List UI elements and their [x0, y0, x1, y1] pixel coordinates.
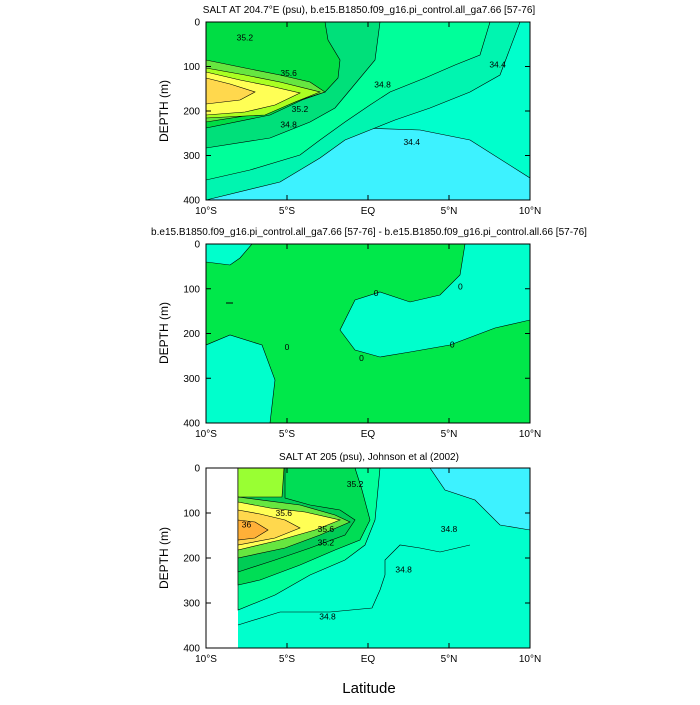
- panel2-contour-label: 0: [450, 340, 455, 350]
- panel3-contour-label: 35.2: [347, 479, 364, 489]
- panel3-contour-label: 35.6: [318, 524, 335, 534]
- panel2-ytick-label: 200: [183, 329, 200, 340]
- panel2-ylabel: DEPTH (m): [157, 302, 171, 364]
- panel2-xtick-label: 10°N: [519, 429, 541, 440]
- panel3-contour-label: 34.8: [395, 564, 412, 574]
- panel2-contour-label: 0: [285, 342, 290, 352]
- panel3-xtick-label: 10°N: [519, 654, 541, 665]
- panel2-xtick-label: 5°N: [441, 429, 458, 440]
- panel1-contour-label: 34.4: [403, 137, 420, 147]
- panel1-title: SALT AT 204.7°E (psu), b.e15.B1850.f09_g…: [203, 5, 536, 16]
- axes-and-labels: 10°S 5°S EQ 5°N 10°N 0 100 200 300 400 35.2 35.6 35.…: [183, 18, 541, 666]
- panel3-contour-label: 34.8: [319, 612, 336, 622]
- panel1-xtick-label: 10°S: [195, 206, 217, 217]
- panel3-contour-fill: [237, 468, 530, 648]
- panel3-xtick-label: 5°S: [279, 654, 296, 665]
- panel1-ylabel: DEPTH (m): [157, 80, 171, 142]
- panel2-ytick-label: 0: [194, 240, 200, 251]
- panel1-xtick-label: EQ: [361, 206, 376, 217]
- panel3-xtick-label: 10°S: [195, 654, 217, 665]
- panel2-contour-fill: [206, 244, 530, 423]
- panel1-xtick-label: 5°N: [441, 206, 458, 217]
- panel2-ytick-label: 300: [183, 374, 200, 385]
- panel3-contour-label: 34.8: [441, 524, 458, 534]
- x-axis-label: Latitude: [342, 680, 395, 697]
- panel1-xtick-label: 5°S: [279, 206, 296, 217]
- panel3-contour-label: 35.6: [275, 508, 292, 518]
- panel3-ytick-label: 200: [183, 554, 200, 565]
- panel3-title: SALT AT 205 (psu), Johnson et al (2002): [279, 452, 459, 463]
- panel2-xtick-label: 5°S: [279, 429, 296, 440]
- panel3-ytick-label: 300: [183, 599, 200, 610]
- panel2-ytick-label: 400: [183, 419, 200, 430]
- panel1-contour-label: 35.2: [292, 104, 309, 114]
- panel1-contour-label: 34.4: [489, 59, 506, 69]
- panel3-ytick-label: 400: [183, 644, 200, 655]
- panel2-xtick-label: 10°S: [195, 429, 217, 440]
- panel3-contour-label: 35.2: [318, 537, 335, 547]
- panel2-contour-label: 0: [458, 282, 463, 292]
- panel2-contour-label: 0: [374, 288, 379, 298]
- panel1-xtick-label: 10°N: [519, 206, 541, 217]
- panel1-ytick-label: 0: [194, 18, 200, 29]
- panel2-xtick-label: EQ: [361, 429, 376, 440]
- panel1-contour-label: 35.6: [280, 68, 297, 78]
- panel1-contour-label: 34.8: [280, 119, 297, 129]
- panel1-ytick-label: 200: [183, 107, 200, 118]
- panel3-ytick-label: 0: [194, 464, 200, 475]
- panel3-contour-label: 36: [242, 519, 252, 529]
- panel3-ytick-label: 100: [183, 509, 200, 520]
- panel1-contour-fill: [206, 22, 530, 200]
- panel1-ytick-label: 300: [183, 151, 200, 162]
- panel2-ytick-label: 100: [183, 284, 200, 295]
- panel3-xtick-label: 5°N: [441, 654, 458, 665]
- panel2-title: b.e15.B1850.f09_g16.pi_control.all_ga7.6…: [151, 227, 587, 238]
- panel3-xtick-label: EQ: [361, 654, 376, 665]
- panel1-ytick-label: 400: [183, 196, 200, 207]
- panel1-contour-label: 34.8: [374, 79, 391, 89]
- panel3-ylabel: DEPTH (m): [157, 527, 171, 589]
- panel2-contour-label: 0: [359, 353, 364, 363]
- panel1-contour-label: 35.2: [237, 33, 254, 43]
- panel1-ytick-label: 100: [183, 62, 200, 73]
